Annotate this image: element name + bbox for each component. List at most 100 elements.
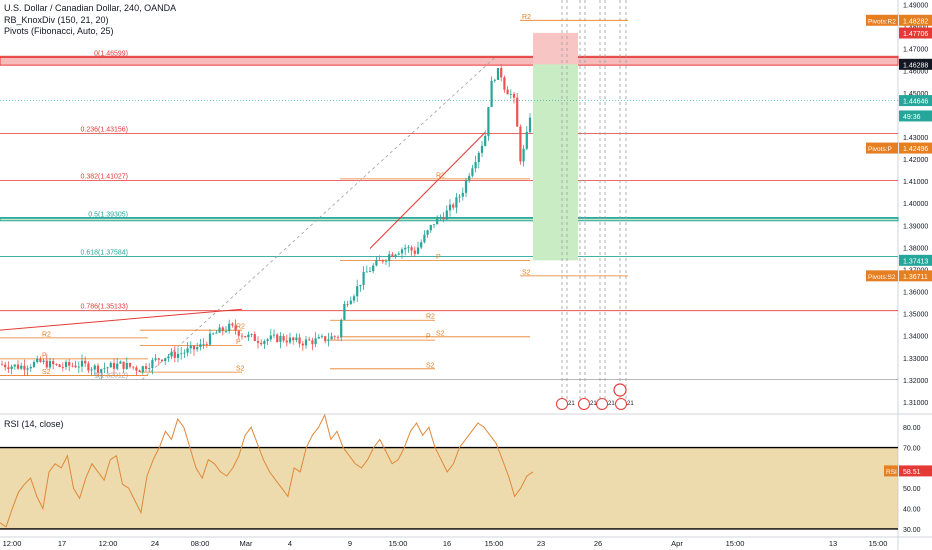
candle xyxy=(196,342,199,352)
candle xyxy=(93,363,96,376)
time-tick-label: 15:00 xyxy=(485,539,504,548)
candle xyxy=(439,214,442,222)
indicator-legend-knoxdiv[interactable]: RB_KnoxDiv (150, 21, 20) xyxy=(4,15,109,25)
candle xyxy=(167,353,170,362)
candle-body xyxy=(314,338,317,345)
candle-body xyxy=(196,347,199,350)
candle xyxy=(272,329,276,339)
price-tick-label: 1.34000 xyxy=(903,334,928,341)
candle xyxy=(301,341,304,351)
candle-body xyxy=(352,296,356,301)
candle xyxy=(202,338,205,349)
rsi-tick-label: 80.00 xyxy=(903,425,921,432)
price-tick-label: 1.39000 xyxy=(903,223,928,230)
candle xyxy=(516,92,519,127)
candle-body xyxy=(103,368,106,370)
candle xyxy=(320,333,324,339)
fib-level-label: 0.5(1.39305) xyxy=(88,212,128,219)
candle-body xyxy=(295,337,298,341)
candle xyxy=(160,359,164,363)
candle xyxy=(474,155,477,173)
pivot-label: S2 xyxy=(522,269,531,276)
candle-body xyxy=(55,364,58,366)
candle xyxy=(128,362,132,369)
candle-body xyxy=(173,351,176,358)
candle-body xyxy=(474,162,477,169)
time-tick-label: 16 xyxy=(443,539,451,548)
candle-body xyxy=(96,365,100,373)
candle-body xyxy=(442,217,445,220)
candle-body xyxy=(410,247,413,251)
candle xyxy=(464,178,468,198)
pivot-label: P xyxy=(436,254,441,261)
candle xyxy=(471,164,474,178)
candle-body xyxy=(285,340,288,343)
candle-body xyxy=(148,368,151,369)
time-tick-label: 12:00 xyxy=(99,539,118,548)
candle xyxy=(250,333,253,338)
candle xyxy=(362,266,365,290)
rsi-legend[interactable]: RSI (14, close) xyxy=(4,419,64,429)
candle xyxy=(372,263,375,274)
candle xyxy=(263,339,266,349)
fib-level-label: 0.618(1.37584) xyxy=(81,250,128,257)
event-badge-icon xyxy=(556,398,568,410)
rsi-band xyxy=(0,447,898,529)
candle-body xyxy=(260,342,263,345)
candle xyxy=(100,368,103,380)
candle-body xyxy=(448,204,452,211)
rsi-value-label: 58.51 xyxy=(903,469,921,476)
candle xyxy=(400,247,404,259)
candle xyxy=(266,337,269,346)
candle xyxy=(356,279,359,303)
pivot-label: P xyxy=(42,352,47,359)
candle xyxy=(109,361,112,368)
candle-body xyxy=(128,362,132,367)
candle-body xyxy=(362,271,365,285)
candle-body xyxy=(202,344,205,345)
candle-body xyxy=(404,247,407,250)
price-tick-label: 1.36000 xyxy=(903,290,928,297)
price-tag xyxy=(899,110,932,122)
price-tag xyxy=(899,270,932,282)
indicator-legend-pivots[interactable]: Pivots (Fibonacci, Auto, 25) xyxy=(4,26,114,36)
candle-body xyxy=(138,370,141,372)
candle-body xyxy=(288,337,292,343)
price-tag-value: 1.48282 xyxy=(903,18,928,25)
candle-body xyxy=(468,175,471,181)
candle xyxy=(359,284,362,292)
candle xyxy=(512,91,516,104)
candle xyxy=(381,259,384,264)
candle-body xyxy=(340,319,343,338)
pivot-tag xyxy=(866,14,898,26)
candle xyxy=(292,336,295,345)
candle-body xyxy=(157,358,160,360)
candle-body xyxy=(234,325,237,331)
candle-body xyxy=(205,344,208,345)
pivot-label: S2 xyxy=(236,366,245,373)
symbol-legend[interactable]: U.S. Dollar / Canadian Dollar, 240, OAND… xyxy=(4,3,177,13)
candle xyxy=(125,357,128,370)
candle-body xyxy=(276,334,279,342)
candle xyxy=(189,341,192,354)
candle xyxy=(77,361,80,373)
pivot-label: R2 xyxy=(436,172,445,179)
candle-body xyxy=(32,362,36,367)
candle-body xyxy=(250,334,253,335)
candle xyxy=(330,332,333,340)
time-tick-label: 4 xyxy=(288,539,292,548)
candle-body xyxy=(141,366,144,372)
candle-body xyxy=(304,339,308,346)
candle xyxy=(324,335,327,344)
candle xyxy=(247,331,250,341)
candle-body xyxy=(317,337,320,339)
resistance-zone xyxy=(0,55,899,66)
candle xyxy=(276,333,279,343)
candle-body xyxy=(381,260,384,262)
candle xyxy=(215,330,218,334)
candle-body xyxy=(490,80,493,108)
candle xyxy=(39,356,42,363)
candle-body xyxy=(36,358,39,363)
divergence-line xyxy=(0,308,243,331)
